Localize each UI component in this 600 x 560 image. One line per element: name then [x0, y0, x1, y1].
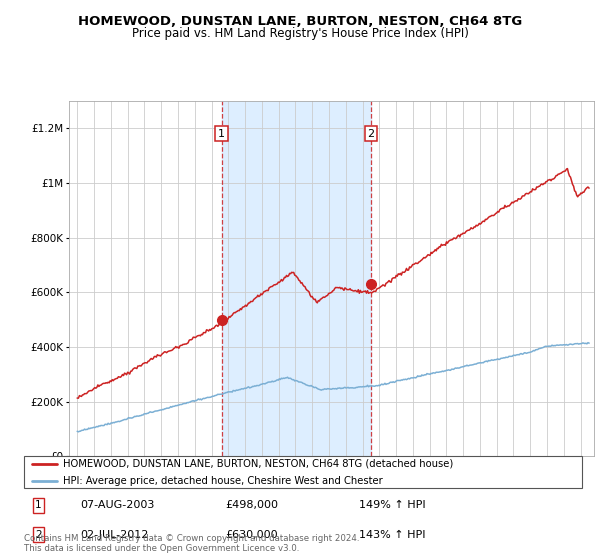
Text: 1: 1 — [218, 129, 225, 139]
Bar — [221, 101, 371, 456]
Text: HPI: Average price, detached house, Cheshire West and Chester: HPI: Average price, detached house, Ches… — [63, 476, 383, 486]
Text: Contains HM Land Registry data © Crown copyright and database right 2024.
This d: Contains HM Land Registry data © Crown c… — [24, 534, 359, 553]
Text: HOMEWOOD, DUNSTAN LANE, BURTON, NESTON, CH64 8TG (detached house): HOMEWOOD, DUNSTAN LANE, BURTON, NESTON, … — [63, 459, 454, 469]
Text: Price paid vs. HM Land Registry's House Price Index (HPI): Price paid vs. HM Land Registry's House … — [131, 27, 469, 40]
Text: 07-AUG-2003: 07-AUG-2003 — [80, 500, 154, 510]
Text: 2: 2 — [35, 530, 42, 540]
Text: 02-JUL-2012: 02-JUL-2012 — [80, 530, 148, 540]
Text: £630,000: £630,000 — [225, 530, 278, 540]
Text: 149% ↑ HPI: 149% ↑ HPI — [359, 500, 425, 510]
Text: 143% ↑ HPI: 143% ↑ HPI — [359, 530, 425, 540]
Text: £498,000: £498,000 — [225, 500, 278, 510]
Text: HOMEWOOD, DUNSTAN LANE, BURTON, NESTON, CH64 8TG: HOMEWOOD, DUNSTAN LANE, BURTON, NESTON, … — [78, 15, 522, 28]
FancyBboxPatch shape — [24, 456, 582, 488]
Text: 1: 1 — [35, 500, 42, 510]
Text: 2: 2 — [367, 129, 374, 139]
